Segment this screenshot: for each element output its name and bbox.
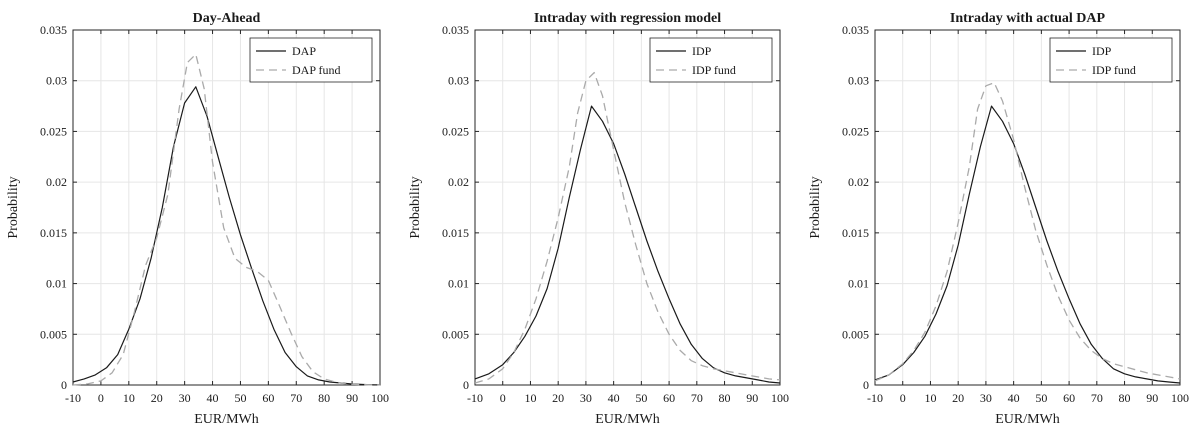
legend: DAP DAP fund <box>249 37 373 83</box>
y-tick-label: 0.01 <box>448 277 469 291</box>
plot-area-frame <box>874 29 1181 386</box>
series-line-solid <box>474 105 781 384</box>
x-tick-label: -10 <box>467 391 483 405</box>
chart-panel-2: -10 0 10 20 30 40 50 60 70 80 90 10000.0050.010.015… <box>408 11 789 427</box>
x-tick-label: 20 <box>952 391 964 405</box>
y-tick-label: 0.01 <box>46 277 67 291</box>
y-tick-label: 0.015 <box>40 226 67 240</box>
y-tick-label: 0.005 <box>842 327 869 341</box>
x-tick-label: 100 <box>771 391 789 405</box>
x-tick-label: 40 <box>207 391 219 405</box>
series-line-solid <box>874 105 1181 384</box>
y-tick-label: 0 <box>863 378 869 392</box>
y-tick-label: 0.03 <box>448 74 469 88</box>
chart-title: Intraday with regression model <box>534 11 721 26</box>
y-tick-label: 0.02 <box>848 175 869 189</box>
x-tick-label: 100 <box>371 391 389 405</box>
y-tick-label: 0.035 <box>442 23 469 37</box>
legend-box <box>1049 37 1173 83</box>
x-tick-label: -10 <box>65 391 81 405</box>
x-tick-label: 30 <box>179 391 191 405</box>
x-tick-label: 50 <box>635 391 647 405</box>
x-tick-label: 20 <box>151 391 163 405</box>
x-tick-label: 70 <box>1091 391 1103 405</box>
x-axis-label: EUR/MWh <box>595 412 660 427</box>
y-tick-label: 0.03 <box>46 74 67 88</box>
x-tick-label: 80 <box>1119 391 1131 405</box>
x-axis-label: EUR/MWh <box>995 412 1060 427</box>
x-tick-label: 10 <box>123 391 135 405</box>
chart-panel-1: -10 0 10 20 30 40 50 60 70 80 90 10000.0050.010.015… <box>6 11 389 427</box>
x-tick-label: 30 <box>580 391 592 405</box>
series-line-dashed <box>72 53 381 386</box>
y-tick-label: 0.025 <box>40 124 67 138</box>
legend-label: IDP <box>1092 44 1112 58</box>
legend: IDP IDP fund <box>649 37 773 83</box>
x-tick-label: 80 <box>719 391 731 405</box>
x-tick-label: 10 <box>924 391 936 405</box>
x-tick-label: 70 <box>691 391 703 405</box>
y-axis-label: Probability <box>408 176 423 238</box>
y-axis-label: Probability <box>6 176 21 238</box>
series-line-solid <box>72 86 381 386</box>
x-tick-label: 90 <box>346 391 358 405</box>
legend-label: IDP fund <box>1092 63 1136 77</box>
y-tick-label: 0.005 <box>442 327 469 341</box>
x-tick-label: 50 <box>1035 391 1047 405</box>
x-tick-label: -10 <box>867 391 883 405</box>
y-tick-label: 0.005 <box>40 327 67 341</box>
y-tick-label: 0.02 <box>46 175 67 189</box>
x-tick-label: 100 <box>1171 391 1189 405</box>
legend-label: IDP <box>692 44 712 58</box>
y-tick-label: 0.015 <box>442 226 469 240</box>
y-tick-label: 0.035 <box>842 23 869 37</box>
plot-area-frame <box>474 29 781 386</box>
x-axis-label: EUR/MWh <box>194 412 259 427</box>
x-tick-label: 90 <box>1146 391 1158 405</box>
legend-box <box>649 37 773 83</box>
chart-title: Day-Ahead <box>193 11 261 26</box>
x-tick-label: 0 <box>98 391 104 405</box>
legend-label: IDP fund <box>692 63 736 77</box>
legend: IDP IDP fund <box>1049 37 1173 83</box>
x-tick-label: 60 <box>262 391 274 405</box>
x-tick-label: 0 <box>900 391 906 405</box>
y-tick-label: 0.03 <box>848 74 869 88</box>
y-tick-label: 0.035 <box>40 23 67 37</box>
x-tick-label: 50 <box>234 391 246 405</box>
y-tick-label: 0.025 <box>442 124 469 138</box>
y-tick-label: 0.015 <box>842 226 869 240</box>
x-tick-label: 10 <box>524 391 536 405</box>
y-tick-label: 0 <box>463 378 469 392</box>
legend-label: DAP fund <box>292 63 341 77</box>
chart-title: Intraday with actual DAP <box>950 11 1106 26</box>
x-tick-label: 90 <box>746 391 758 405</box>
x-tick-label: 0 <box>500 391 506 405</box>
y-tick-label: 0.01 <box>848 277 869 291</box>
x-tick-label: 40 <box>608 391 620 405</box>
x-tick-label: 70 <box>290 391 302 405</box>
series-line-dashed <box>874 82 1181 382</box>
x-tick-label: 60 <box>663 391 675 405</box>
y-axis-label: Probability <box>808 176 823 238</box>
x-tick-label: 60 <box>1063 391 1075 405</box>
x-tick-label: 80 <box>318 391 330 405</box>
legend-label: DAP <box>292 44 316 58</box>
y-tick-label: 0 <box>61 378 67 392</box>
y-tick-label: 0.025 <box>842 124 869 138</box>
x-tick-label: 30 <box>980 391 992 405</box>
legend-box <box>249 37 373 83</box>
y-tick-label: 0.02 <box>448 175 469 189</box>
series-line-dashed <box>474 71 781 384</box>
plot-area-frame <box>72 29 381 386</box>
chart-panel-3: -10 0 10 20 30 40 50 60 70 80 90 10000.0050.010.015… <box>808 11 1189 427</box>
x-tick-label: 40 <box>1008 391 1020 405</box>
x-tick-label: 20 <box>552 391 564 405</box>
